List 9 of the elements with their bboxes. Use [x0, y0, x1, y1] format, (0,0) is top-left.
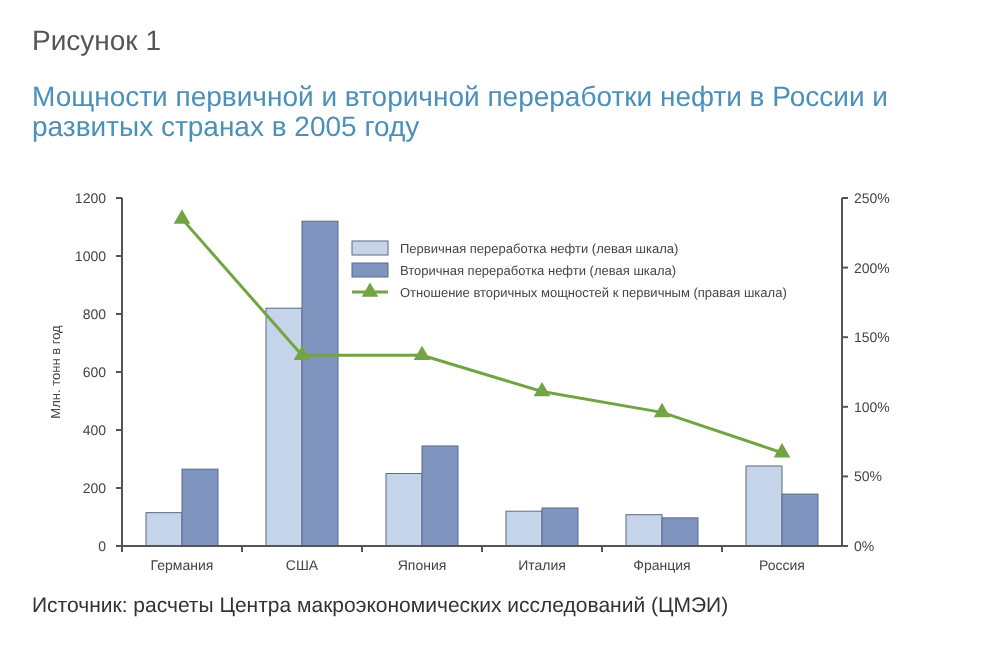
chart-title: Рисунок 1 [32, 24, 162, 56]
point [653, 402, 671, 418]
point [773, 443, 791, 458]
chart-subtitle: Мощности первичной и вторичной переработки нефти в России и развитых странах в 2005 году [32, 80, 888, 142]
point [293, 345, 311, 361]
point [173, 209, 191, 224]
text: Источник: расчеты Центра макроэкономических исследований (ЦМЭИ) [32, 594, 729, 618]
point [413, 345, 431, 361]
point [533, 381, 551, 397]
